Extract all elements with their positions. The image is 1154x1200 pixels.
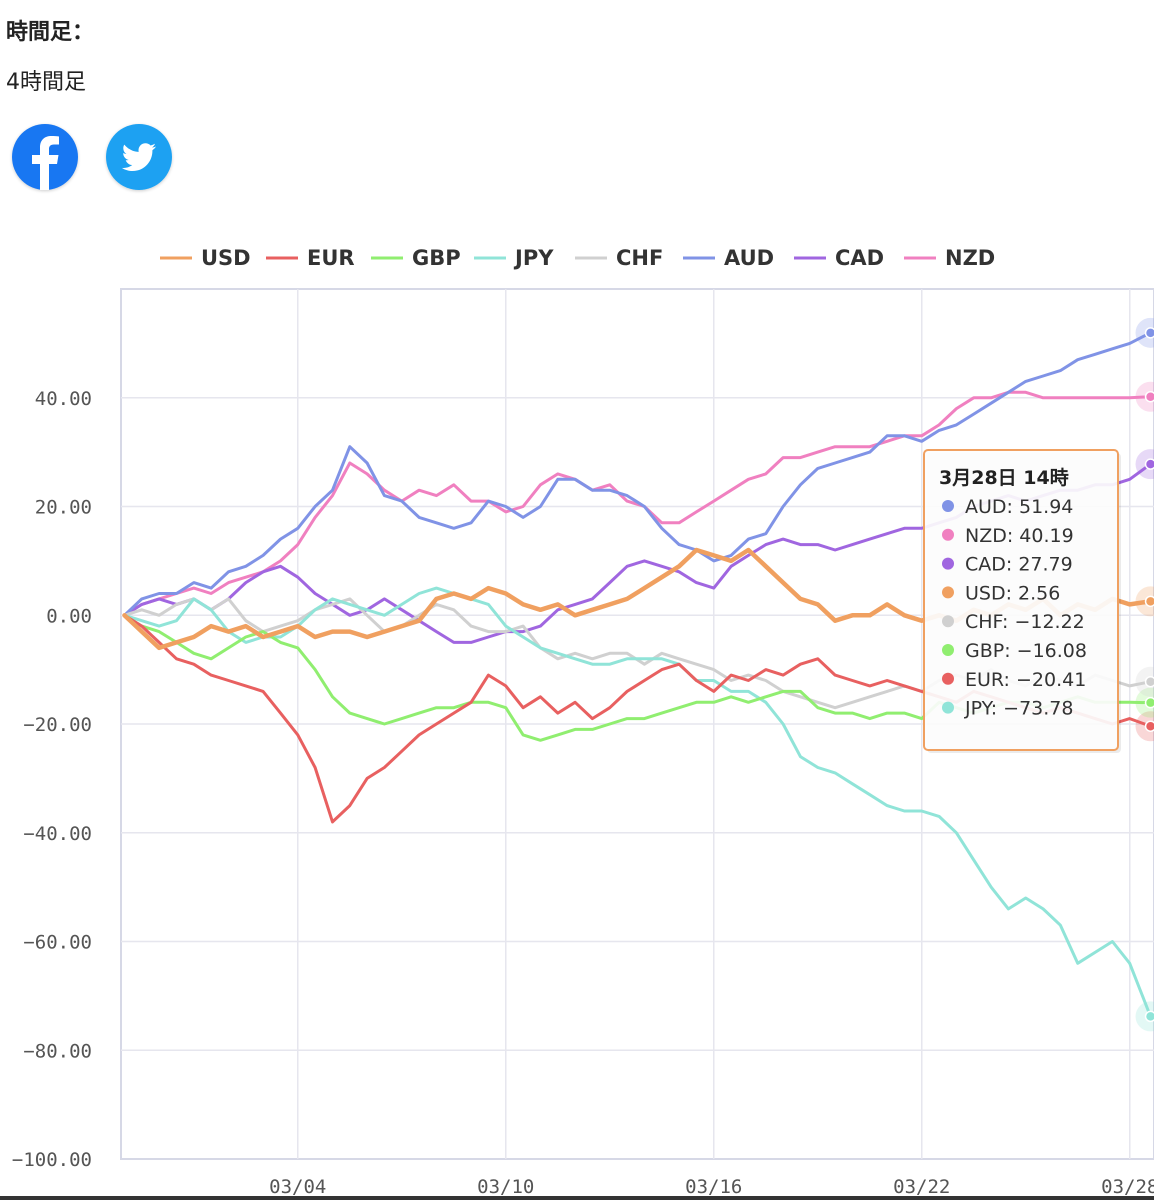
- bottom-bar: [0, 1196, 1154, 1200]
- tooltip-row-text: NZD: 40.19: [965, 525, 1074, 547]
- endpoint-halo-cad: [1135, 449, 1154, 480]
- tooltip-row-text: USD: 2.56: [965, 582, 1060, 604]
- y-tick-label: −40.00: [23, 823, 92, 845]
- y-tick-label: 20.00: [35, 497, 92, 519]
- x-tick-label: 03/04: [269, 1176, 326, 1196]
- y-tick-label: −20.00: [23, 714, 92, 736]
- facebook-icon: [12, 124, 78, 190]
- endpoint-halo-chf: [1135, 666, 1154, 697]
- timeframe-value: 4時間足: [6, 70, 86, 95]
- y-tick-label: −80.00: [23, 1040, 92, 1062]
- tooltip-row-usd: USD: 2.56: [942, 582, 1060, 604]
- y-tick-label: 0.00: [46, 605, 92, 627]
- legend-label: JPY: [513, 246, 554, 270]
- legend-item-gbp[interactable]: GBP: [371, 246, 461, 270]
- legend-item-aud[interactable]: AUD: [683, 246, 774, 270]
- legend-label: NZD: [945, 246, 995, 270]
- legend-label: GBP: [412, 246, 461, 270]
- y-tick-label: −100.00: [12, 1149, 92, 1171]
- tooltip-swatch: [942, 701, 954, 714]
- chart-series[interactable]: [122, 331, 1153, 1018]
- endpoint-dot-usd: [1144, 595, 1154, 608]
- endpoint-halo-nzd: [1135, 381, 1154, 412]
- endpoint-markers: [1135, 317, 1154, 1032]
- tooltip-row-eur: EUR: −20.41: [942, 669, 1086, 691]
- tooltip-row-text: CAD: 27.79: [965, 554, 1073, 576]
- chart-tooltip: 3月28日 14時 AUD: 51.94 NZD: 40.19 CAD: 27.79 U…: [923, 449, 1121, 753]
- tooltip-swatch: [942, 672, 954, 685]
- x-tick-label: 03/28: [1101, 1176, 1154, 1196]
- tooltip-row-cad: CAD: 27.79: [942, 554, 1073, 576]
- tooltip-title: 3月28日 14時: [939, 467, 1069, 489]
- tooltip-swatch: [942, 500, 954, 512]
- endpoint-halo-jpy: [1135, 1001, 1154, 1032]
- x-axis: 03/04 03/10 03/16 03/22 03/28: [269, 1176, 1154, 1196]
- endpoint-dot-eur: [1144, 720, 1154, 732]
- endpoint-halo-gbp: [1135, 687, 1154, 718]
- tooltip-swatch: [942, 615, 954, 628]
- legend-item-nzd[interactable]: NZD: [904, 246, 995, 270]
- legend-label: USD: [201, 246, 251, 270]
- tooltip-swatch: [942, 528, 954, 541]
- tooltip-row-nzd: NZD: 40.19: [942, 525, 1074, 547]
- legend-item-eur[interactable]: EUR: [266, 246, 355, 270]
- endpoint-halo-usd: [1135, 586, 1154, 617]
- series-line-nzd[interactable]: [123, 390, 1152, 617]
- tooltip-box: [923, 449, 1119, 751]
- y-tick-label: 40.00: [35, 388, 92, 410]
- legend-item-usd[interactable]: USD: [160, 246, 251, 270]
- tooltip-row-text: CHF: −12.22: [965, 611, 1085, 633]
- endpoint-halo-eur: [1135, 711, 1154, 742]
- legend-item-cad[interactable]: CAD: [794, 246, 884, 270]
- endpoint-halo-aud: [1135, 317, 1154, 348]
- tooltip-swatch: [942, 586, 954, 599]
- legend-item-jpy[interactable]: JPY: [474, 246, 554, 270]
- chart-legend[interactable]: USD EUR GBP JPY CHF AUD CAD NZD: [160, 246, 995, 270]
- endpoint-dot-gbp: [1144, 696, 1154, 709]
- endpoint-dot-aud: [1144, 327, 1154, 339]
- twitter-share-button[interactable]: [106, 124, 172, 190]
- tooltip-row-text: AUD: 51.94: [965, 496, 1073, 518]
- y-axis: 40.00 20.00 0.00 −20.00 −40.00 −60.00 −80.00 −1…: [12, 388, 92, 1171]
- legend-item-chf[interactable]: CHF: [575, 246, 663, 270]
- endpoint-dot-cad: [1144, 458, 1154, 470]
- endpoint-dot-jpy: [1144, 1010, 1154, 1023]
- legend-label: EUR: [307, 246, 355, 270]
- tooltip-swatch: [942, 557, 954, 570]
- endpoint-dot-nzd: [1144, 390, 1154, 403]
- tooltip-swatch: [942, 644, 954, 656]
- legend-label: CAD: [835, 246, 884, 270]
- tooltip-row-aud: AUD: 51.94: [942, 496, 1073, 518]
- y-tick-label: −60.00: [23, 932, 92, 954]
- tooltip-row-gbp: GBP: −16.08: [942, 640, 1087, 662]
- timeframe-title: 時間足：: [6, 20, 95, 45]
- tooltip-row-text: GBP: −16.08: [965, 640, 1087, 662]
- x-tick-label: 03/10: [477, 1176, 534, 1196]
- x-tick-label: 03/22: [893, 1176, 950, 1196]
- twitter-icon: [106, 124, 172, 190]
- currency-strength-chart: USD EUR GBP JPY CHF AUD CAD NZD 40.00 20.00 0.00 −…: [12, 246, 1154, 1196]
- tooltip-row-text: JPY: −73.78: [964, 698, 1073, 720]
- x-tick-label: 03/16: [685, 1176, 742, 1196]
- tooltip-row-jpy: JPY: −73.78: [942, 698, 1073, 720]
- series-line-aud[interactable]: [123, 331, 1152, 617]
- facebook-share-button[interactable]: [12, 124, 78, 190]
- legend-label: CHF: [616, 246, 663, 270]
- tooltip-row-chf: CHF: −12.22: [942, 611, 1085, 633]
- legend-label: AUD: [724, 246, 774, 270]
- endpoint-dot-chf: [1144, 675, 1154, 688]
- tooltip-row-text: EUR: −20.41: [965, 669, 1086, 691]
